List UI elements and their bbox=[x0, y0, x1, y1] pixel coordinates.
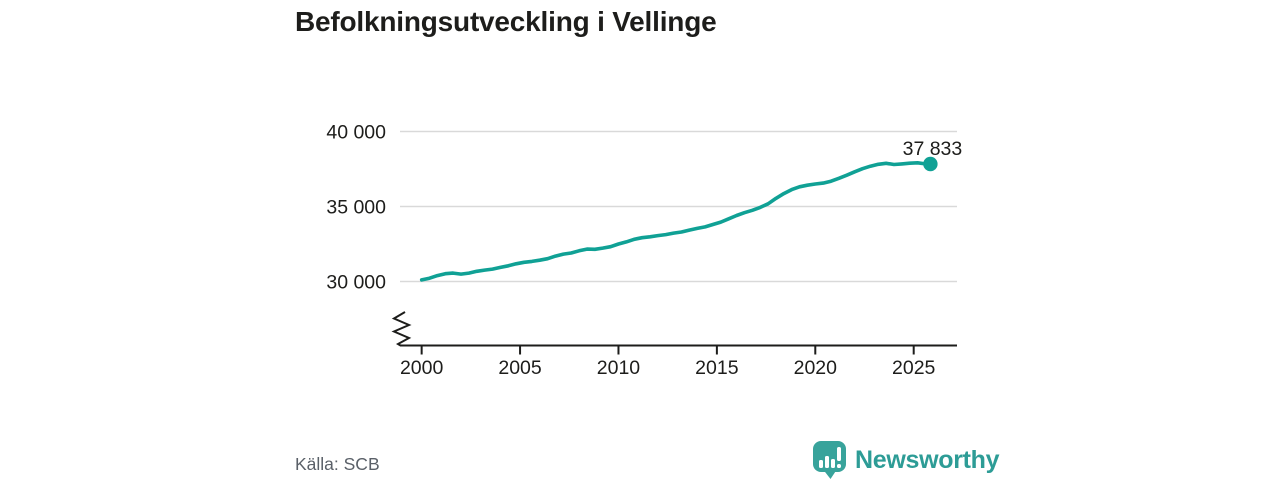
y-tick-label: 30 000 bbox=[326, 272, 386, 294]
x-tick-label: 2015 bbox=[695, 357, 739, 379]
bar-3 bbox=[831, 459, 835, 468]
x-tick-label: 2025 bbox=[892, 357, 936, 379]
bubble-tail bbox=[823, 470, 837, 479]
exclamation-dot bbox=[837, 464, 841, 468]
source-caption: Källa: SCB bbox=[295, 454, 380, 474]
newsworthy-logo: Newsworthy bbox=[812, 440, 1000, 480]
bubble-shape bbox=[813, 441, 846, 472]
x-tick-label: 2000 bbox=[400, 357, 444, 379]
population-series-line bbox=[419, 161, 933, 282]
bar-2 bbox=[825, 456, 829, 468]
x-tick-label: 2020 bbox=[794, 357, 838, 379]
x-tick-label: 2010 bbox=[597, 357, 641, 379]
chart-title: Befolkningsutveckling i Vellinge bbox=[295, 6, 717, 37]
bar-1 bbox=[819, 460, 823, 468]
y-axis-break-zigzag bbox=[391, 311, 412, 347]
newsworthy-bubble-icon bbox=[813, 441, 846, 479]
end-value-label: 37 833 bbox=[903, 138, 963, 160]
newsworthy-wordmark: Newsworthy bbox=[855, 445, 1000, 474]
x-tick-label: 2005 bbox=[498, 357, 542, 379]
exclamation-bar bbox=[837, 447, 841, 461]
y-tick-label: 40 000 bbox=[326, 122, 386, 144]
series-end-marker bbox=[923, 156, 938, 172]
y-tick-label: 35 000 bbox=[326, 197, 386, 219]
